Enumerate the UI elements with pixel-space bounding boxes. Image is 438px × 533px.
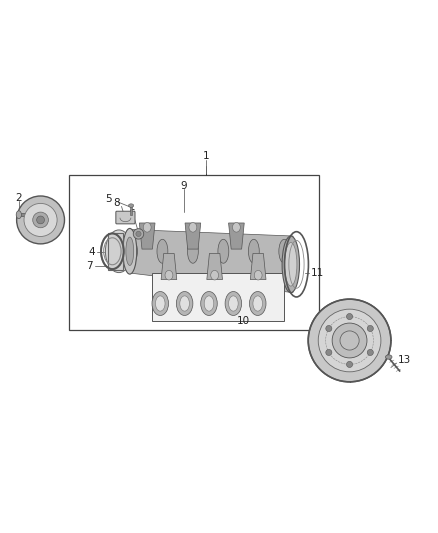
Ellipse shape (155, 296, 165, 311)
Ellipse shape (16, 211, 21, 219)
Circle shape (308, 299, 391, 382)
Ellipse shape (211, 270, 219, 280)
Ellipse shape (279, 239, 290, 263)
Text: 3: 3 (22, 215, 29, 225)
Text: 11: 11 (311, 268, 324, 278)
Bar (19, 213, 30, 216)
Ellipse shape (123, 230, 136, 273)
Ellipse shape (233, 223, 240, 232)
Text: 7: 7 (86, 261, 93, 271)
Ellipse shape (229, 296, 238, 311)
Ellipse shape (127, 239, 138, 263)
Text: 5: 5 (105, 194, 111, 204)
Circle shape (318, 309, 381, 372)
Ellipse shape (201, 292, 217, 316)
Circle shape (17, 196, 64, 244)
Circle shape (326, 326, 332, 332)
Circle shape (136, 231, 141, 237)
Ellipse shape (218, 239, 229, 263)
Polygon shape (117, 246, 130, 257)
Bar (69, 175, 319, 329)
FancyBboxPatch shape (116, 211, 135, 224)
Ellipse shape (157, 239, 168, 263)
Polygon shape (185, 223, 201, 249)
Ellipse shape (113, 247, 120, 256)
Text: 13: 13 (397, 355, 411, 365)
Ellipse shape (143, 223, 151, 232)
Ellipse shape (282, 236, 300, 293)
Ellipse shape (165, 270, 173, 280)
Text: 9: 9 (181, 181, 187, 191)
Circle shape (346, 361, 353, 367)
Circle shape (133, 229, 144, 239)
Polygon shape (139, 223, 155, 249)
Ellipse shape (225, 292, 242, 316)
Text: 10: 10 (237, 316, 250, 326)
Ellipse shape (123, 229, 137, 274)
Bar (130, 206, 132, 215)
Text: 8: 8 (113, 198, 120, 208)
Polygon shape (108, 232, 123, 270)
Circle shape (24, 204, 57, 237)
Text: 6: 6 (129, 209, 135, 219)
Circle shape (37, 216, 45, 224)
Circle shape (346, 313, 353, 320)
Text: 12: 12 (343, 373, 356, 383)
Ellipse shape (385, 355, 392, 359)
Ellipse shape (106, 230, 132, 272)
Polygon shape (130, 230, 293, 293)
Polygon shape (229, 223, 244, 249)
Text: 2: 2 (15, 193, 22, 203)
Ellipse shape (248, 239, 259, 263)
Ellipse shape (177, 292, 193, 316)
Circle shape (367, 350, 373, 356)
Circle shape (33, 212, 48, 228)
Polygon shape (207, 254, 223, 279)
Ellipse shape (187, 239, 198, 263)
Ellipse shape (253, 296, 262, 311)
Polygon shape (251, 254, 266, 279)
Ellipse shape (254, 270, 262, 280)
Ellipse shape (189, 223, 197, 232)
Circle shape (340, 331, 359, 350)
Ellipse shape (285, 243, 297, 286)
Ellipse shape (180, 296, 189, 311)
Circle shape (326, 350, 332, 356)
Text: 1: 1 (203, 150, 209, 160)
Text: 4: 4 (88, 247, 95, 257)
Ellipse shape (204, 296, 214, 311)
Circle shape (367, 326, 373, 332)
Ellipse shape (152, 292, 169, 316)
Ellipse shape (250, 292, 266, 316)
Ellipse shape (128, 204, 134, 207)
Circle shape (332, 323, 367, 358)
Ellipse shape (126, 237, 134, 265)
Bar (152, 273, 284, 321)
Polygon shape (161, 254, 177, 279)
